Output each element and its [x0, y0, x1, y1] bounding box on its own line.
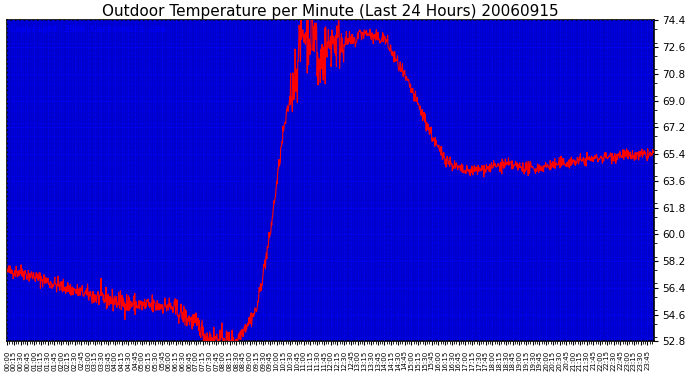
Text: Copyright 2006 Cartronics.com: Copyright 2006 Cartronics.com: [10, 25, 166, 34]
Title: Outdoor Temperature per Minute (Last 24 Hours) 20060915: Outdoor Temperature per Minute (Last 24 …: [102, 4, 559, 19]
